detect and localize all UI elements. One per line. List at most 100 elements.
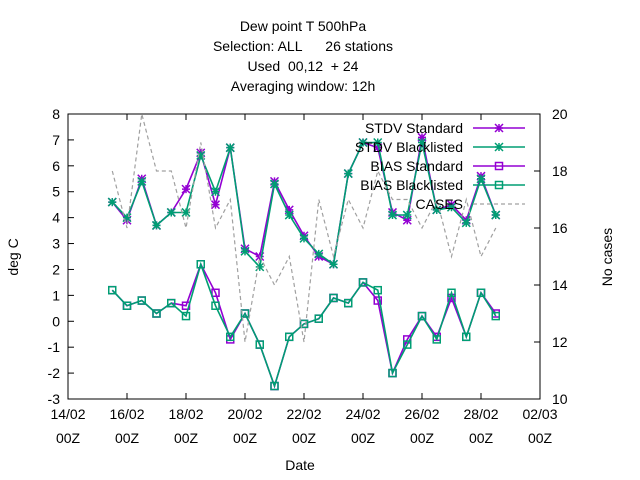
y-tick-label: 7 bbox=[52, 132, 60, 148]
data-point bbox=[122, 301, 132, 310]
data-point bbox=[210, 200, 221, 210]
legend-label: STDV Standard bbox=[365, 120, 463, 136]
legend-marker bbox=[494, 161, 504, 171]
data-point bbox=[211, 301, 220, 310]
data-point bbox=[432, 205, 442, 215]
legend-marker bbox=[494, 123, 504, 133]
y-tick-label: 4 bbox=[52, 210, 60, 226]
x-tick-label-hour: 00Z bbox=[115, 430, 140, 446]
y-tick-label: -1 bbox=[48, 339, 61, 355]
legend-marker bbox=[494, 180, 504, 190]
y-tick-label: -3 bbox=[48, 391, 61, 407]
data-point bbox=[211, 288, 220, 298]
y2-axis-label: No cases bbox=[599, 228, 615, 286]
y2-tick-label: 10 bbox=[552, 391, 568, 407]
series-line bbox=[111, 261, 497, 389]
data-point bbox=[255, 340, 264, 349]
x-tick-label-hour: 00Z bbox=[292, 430, 317, 446]
x-tick-label-date: 28/02 bbox=[463, 406, 498, 422]
data-point bbox=[344, 298, 353, 308]
x-tick-label-date: 24/02 bbox=[345, 406, 380, 422]
data-point bbox=[388, 368, 397, 378]
data-point bbox=[373, 296, 382, 305]
x-tick-label-hour: 00Z bbox=[351, 430, 376, 446]
y-tick-label: 8 bbox=[52, 106, 60, 122]
y-tick-label: 2 bbox=[52, 261, 60, 277]
data-point bbox=[299, 319, 309, 329]
x-tick-label-hour: 00Z bbox=[469, 430, 494, 446]
data-point bbox=[476, 288, 486, 298]
data-point bbox=[137, 176, 147, 186]
series-line bbox=[111, 262, 497, 389]
data-point bbox=[181, 184, 191, 194]
data-point bbox=[329, 293, 338, 303]
x-tick-label-date: 20/02 bbox=[227, 406, 262, 422]
series-line bbox=[111, 113, 497, 343]
data-point bbox=[225, 143, 235, 153]
data-point bbox=[196, 150, 206, 160]
data-point bbox=[299, 233, 309, 243]
x-tick-label-date: 02/03 bbox=[522, 406, 557, 422]
data-point bbox=[491, 311, 500, 321]
data-point bbox=[387, 210, 398, 220]
data-point bbox=[181, 311, 191, 321]
chart-title: Dew point T 500hPa Selection: ALL 26 sta… bbox=[213, 18, 393, 94]
legend-label: STDV Blacklisted bbox=[355, 139, 463, 155]
y-tick-label: -2 bbox=[48, 365, 61, 381]
data-point bbox=[373, 285, 382, 295]
x-axis: 14/02 00Z 16/02 00Z 18/02 00Z 20/02 00Z 22/02 00Z… bbox=[50, 114, 558, 446]
y-tick-label: 5 bbox=[52, 184, 60, 200]
data-point bbox=[107, 197, 117, 207]
series-group bbox=[107, 113, 501, 391]
data-point bbox=[269, 179, 280, 189]
data-point bbox=[373, 143, 383, 153]
legend-label: BIAS Blacklisted bbox=[360, 177, 463, 193]
data-point bbox=[284, 210, 294, 220]
data-point bbox=[284, 205, 294, 215]
data-point bbox=[417, 137, 427, 148]
data-point bbox=[108, 285, 117, 295]
data-point bbox=[210, 187, 221, 197]
data-point bbox=[491, 210, 501, 220]
data-point bbox=[446, 202, 457, 212]
x-axis-label: Date bbox=[285, 457, 315, 473]
x-tick-label-hour: 00Z bbox=[56, 430, 81, 446]
x-tick-label-hour: 00Z bbox=[233, 430, 258, 446]
plot-frame bbox=[67, 113, 541, 400]
data-point bbox=[417, 132, 427, 142]
data-point bbox=[373, 137, 383, 148]
series-stdv-blacklisted bbox=[107, 137, 501, 272]
data-point bbox=[255, 262, 265, 272]
y-tick-label: 6 bbox=[52, 158, 60, 174]
x-tick-label-hour: 00Z bbox=[528, 430, 553, 446]
data-point bbox=[358, 278, 368, 287]
data-point bbox=[314, 314, 323, 323]
data-point bbox=[226, 332, 235, 342]
y-axis: -3 -2 -1 0 1 2 3 4 5 6 7 8 bbox=[48, 106, 74, 407]
y2-tick-label: 20 bbox=[552, 106, 568, 122]
series-cases bbox=[111, 113, 497, 343]
x-tick-label-date: 26/02 bbox=[404, 406, 439, 422]
data-point bbox=[343, 169, 353, 179]
data-point bbox=[447, 288, 456, 298]
data-point bbox=[403, 340, 412, 349]
legend-marker bbox=[494, 142, 504, 152]
x-tick-label-date: 16/02 bbox=[109, 406, 144, 422]
y-tick-label: 0 bbox=[52, 313, 60, 329]
data-point bbox=[417, 311, 427, 321]
series-bias-blacklisted bbox=[108, 260, 500, 391]
data-point bbox=[181, 207, 191, 217]
title-line-4: Averaging window: 12h bbox=[231, 78, 376, 94]
data-point bbox=[122, 213, 132, 223]
data-point bbox=[402, 215, 412, 225]
data-point bbox=[402, 210, 412, 220]
data-point bbox=[152, 309, 161, 318]
x-tick-label-hour: 00Z bbox=[410, 430, 435, 446]
data-point bbox=[285, 332, 294, 342]
data-point bbox=[328, 259, 339, 269]
legend: STDV Standard STDV Blacklisted BIAS Standa… bbox=[355, 120, 525, 212]
data-point bbox=[461, 218, 471, 228]
data-point bbox=[167, 298, 176, 308]
data-point bbox=[462, 332, 471, 342]
